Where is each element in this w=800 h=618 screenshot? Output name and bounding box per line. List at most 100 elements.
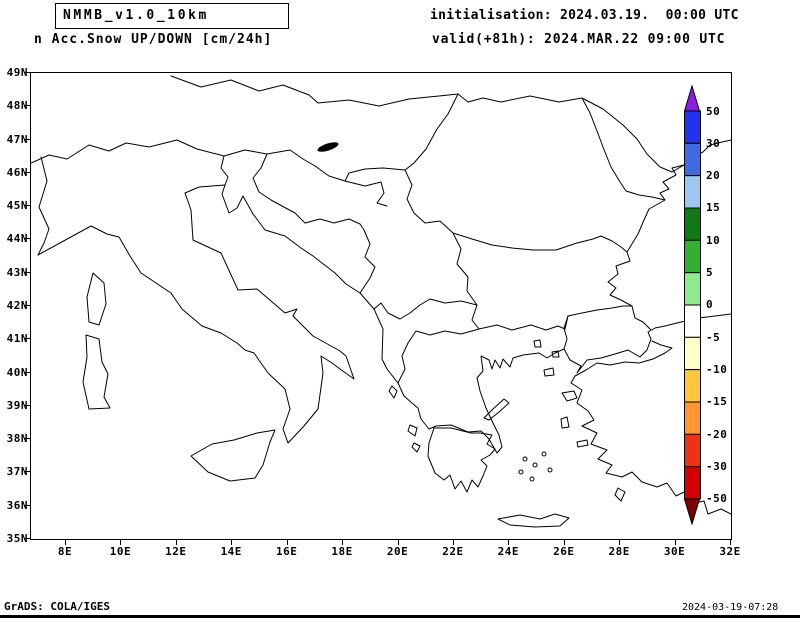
colorbar-band bbox=[684, 433, 701, 468]
colorbar-tick-label: 50 bbox=[706, 104, 721, 118]
border-serbia-romania-bulgaria bbox=[404, 169, 628, 253]
colorbar-band bbox=[684, 110, 701, 144]
coastline-path bbox=[37, 184, 565, 454]
island-samothrace bbox=[551, 350, 560, 358]
lon-tick-label: 8E bbox=[57, 545, 73, 558]
lon-tick-mark bbox=[65, 539, 66, 545]
island-cephalonia bbox=[407, 424, 418, 437]
lon-tick-mark bbox=[397, 539, 399, 545]
lat-tick-label: 38N bbox=[6, 432, 28, 446]
island-corsica bbox=[86, 272, 107, 326]
island-zakynthos bbox=[411, 442, 421, 453]
lon-tick-label: 28E bbox=[608, 545, 630, 558]
lon-tick-mark bbox=[120, 539, 122, 545]
colorbar-tick-label: -20 bbox=[706, 427, 728, 441]
lat-tick-label: 46N bbox=[6, 165, 28, 179]
lon-tick-label: 24E bbox=[497, 545, 520, 558]
lat-tick-label: 35N bbox=[6, 532, 28, 545]
island-cyclades bbox=[547, 467, 553, 473]
border-evros bbox=[563, 315, 569, 350]
lat-tick-mark bbox=[24, 305, 30, 306]
creation-timestamp: 2024-03-19-07:28 bbox=[682, 602, 779, 613]
island-sicily bbox=[190, 429, 276, 482]
map-coastlines-svg bbox=[31, 75, 731, 528]
lat-tick-label: 41N bbox=[6, 332, 28, 346]
border-france-italy bbox=[37, 156, 50, 256]
lat-tick-label: 45N bbox=[6, 199, 28, 213]
lat-tick-label: 49N bbox=[6, 66, 28, 79]
lon-tick-label: 14E bbox=[220, 545, 242, 558]
colorbar-band bbox=[684, 239, 701, 274]
lat-tick-label: 43N bbox=[6, 265, 28, 279]
lat-tick-mark bbox=[24, 438, 30, 440]
island-euboea bbox=[483, 398, 510, 421]
lon-tick-mark bbox=[286, 539, 288, 545]
model-title: NMMB_v1.0_10km bbox=[63, 8, 209, 23]
border-alps-pannonia bbox=[31, 139, 388, 207]
border-macedonia-north bbox=[373, 298, 478, 320]
lon-tick-label: 10E bbox=[109, 545, 132, 558]
colorbar-tick-label: 15 bbox=[706, 201, 721, 215]
colorbar-tick-label: -5 bbox=[706, 330, 721, 344]
colorbar-top-arrow bbox=[683, 84, 701, 112]
island-cyclades bbox=[518, 469, 524, 475]
lat-tick-label: 40N bbox=[6, 365, 28, 379]
lat-tick-mark bbox=[24, 72, 30, 73]
island-cyclades bbox=[532, 462, 538, 468]
border-north bbox=[170, 75, 666, 201]
island-cyclades bbox=[529, 476, 535, 482]
lon-tick-mark bbox=[730, 539, 732, 545]
coastline-marmara-south bbox=[574, 340, 673, 377]
island-limnos bbox=[543, 367, 555, 377]
lon-tick-label: 20E bbox=[386, 545, 409, 558]
lat-tick-mark bbox=[24, 371, 30, 373]
lon-tick-label: 30E bbox=[663, 545, 686, 558]
bottom-edge-bar bbox=[0, 615, 800, 618]
border-west-bulgaria bbox=[452, 232, 566, 331]
colorbar-band bbox=[684, 207, 701, 241]
island-crete bbox=[497, 513, 570, 528]
product-title: n Acc.Snow UP/DOWN [cm/24h] bbox=[34, 32, 273, 47]
border-italy-slovenia bbox=[220, 155, 229, 186]
colorbar-band bbox=[684, 304, 701, 338]
lon-tick-mark bbox=[674, 539, 676, 545]
lat-tick-label: 44N bbox=[6, 232, 28, 246]
map-frame bbox=[30, 72, 732, 540]
lat-tick-mark bbox=[24, 538, 30, 539]
border-bulgaria-turkey bbox=[564, 305, 633, 330]
island-rhodes bbox=[614, 487, 626, 502]
lat-tick-mark bbox=[24, 138, 30, 140]
border-ukraine-moldova bbox=[581, 97, 685, 173]
island-sardinia bbox=[82, 334, 111, 410]
lat-tick-label: 42N bbox=[6, 299, 28, 312]
lon-tick-label: 26E bbox=[553, 545, 575, 558]
island-thasos bbox=[533, 339, 542, 348]
colorbar-tick-label: 5 bbox=[706, 266, 714, 280]
lat-tick-mark bbox=[24, 171, 30, 173]
lat-tick-label: 39N bbox=[6, 398, 28, 412]
lon-tick-mark bbox=[231, 539, 233, 545]
colorbar-tick-label: -15 bbox=[706, 395, 728, 409]
colorbar bbox=[683, 84, 701, 526]
lon-tick-mark bbox=[508, 539, 510, 545]
lon-tick-mark bbox=[452, 539, 454, 545]
lat-tick-label: 36N bbox=[6, 498, 28, 512]
lat-tick-mark bbox=[24, 105, 30, 107]
island-lesbos bbox=[561, 390, 578, 402]
colorbar-bottom-arrow bbox=[683, 498, 701, 526]
initialisation-label: initialisation: 2024.03.19. 00:00 UTC bbox=[430, 8, 739, 23]
border-hungary-romania bbox=[344, 93, 459, 182]
lat-tick-label: 37N bbox=[6, 465, 28, 479]
lat-tick-label: 47N bbox=[6, 132, 28, 146]
colorbar-band bbox=[684, 142, 701, 177]
island-samos bbox=[576, 439, 589, 448]
lon-tick-mark bbox=[563, 539, 565, 545]
colorbar-band bbox=[684, 272, 701, 306]
grads-credit: GrADS: COLA/IGES bbox=[4, 600, 110, 613]
colorbar-tick-label: 20 bbox=[706, 169, 721, 183]
colorbar-tick-label: 30 bbox=[706, 136, 721, 150]
lat-tick-mark bbox=[24, 205, 30, 207]
lat-tick-mark bbox=[24, 471, 30, 473]
island-corfu bbox=[388, 385, 398, 399]
